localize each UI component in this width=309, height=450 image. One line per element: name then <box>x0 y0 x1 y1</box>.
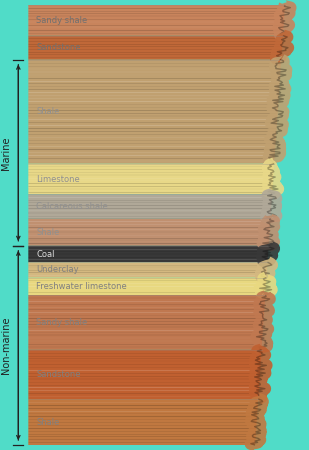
Text: Calcareous shale: Calcareous shale <box>36 202 108 211</box>
Text: Shale: Shale <box>36 418 60 427</box>
Polygon shape <box>28 246 269 262</box>
Text: Coal: Coal <box>36 249 55 258</box>
Text: Sandy shale: Sandy shale <box>36 16 87 25</box>
Polygon shape <box>28 278 266 295</box>
Polygon shape <box>28 295 265 350</box>
Polygon shape <box>28 262 268 278</box>
Text: Shale: Shale <box>36 228 60 237</box>
Text: Freshwater limestone: Freshwater limestone <box>36 282 127 291</box>
Text: Marine: Marine <box>1 136 11 170</box>
Text: Non-marine: Non-marine <box>1 317 11 374</box>
Polygon shape <box>28 350 261 399</box>
Polygon shape <box>28 399 258 445</box>
Polygon shape <box>28 5 285 36</box>
Text: Underclay: Underclay <box>36 266 79 274</box>
Text: Shale: Shale <box>36 107 60 116</box>
Text: Sandy shale: Sandy shale <box>36 318 87 327</box>
Text: Limestone: Limestone <box>36 175 80 184</box>
Polygon shape <box>28 164 274 194</box>
Polygon shape <box>28 194 272 218</box>
Polygon shape <box>28 36 283 60</box>
Text: Sandstone: Sandstone <box>36 43 81 52</box>
Polygon shape <box>28 218 270 246</box>
Text: Sandstone: Sandstone <box>36 370 81 379</box>
Polygon shape <box>28 60 281 164</box>
